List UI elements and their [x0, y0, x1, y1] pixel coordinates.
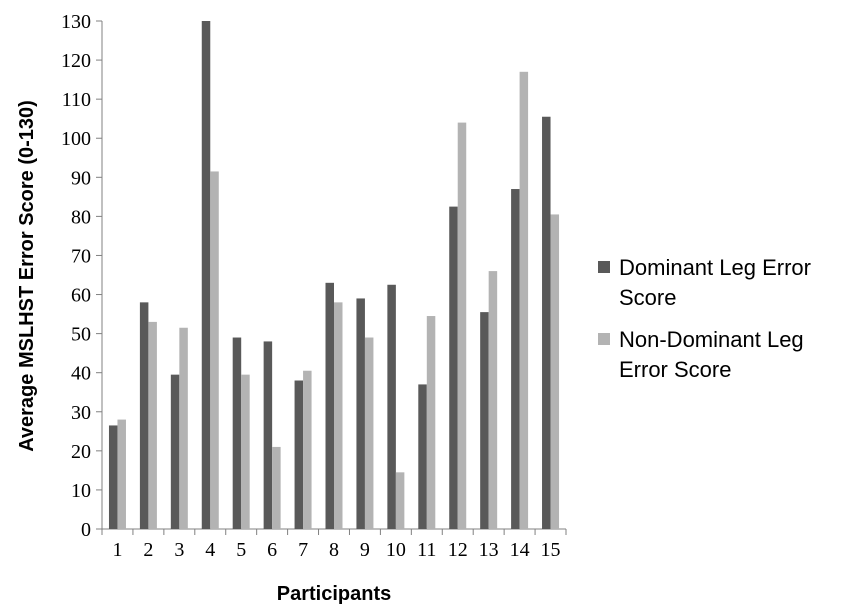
bar-dominant-leg [418, 384, 427, 529]
bar-non-dominant-leg [519, 71, 529, 530]
x-axis: 1 2 3 4 5 6 7 8 9 10 11 12 13 14 15 [101, 528, 567, 561]
y-tick-label: 110 [62, 89, 91, 111]
x-axis-title: Participants [277, 583, 391, 605]
bar-non-dominant-leg [550, 214, 560, 529]
bar-dominant-leg [449, 206, 458, 529]
y-tick-label: 20 [71, 441, 91, 463]
x-tick-label: 5 [236, 539, 246, 561]
y-tick-label: 50 [71, 324, 91, 346]
bar-dominant-leg [542, 116, 551, 529]
bar-non-dominant-leg [303, 370, 312, 529]
x-tick-label: 1 [112, 539, 122, 561]
y-tick-label: 80 [71, 206, 91, 228]
bar-non-dominant-leg [241, 374, 250, 529]
x-tick-label: 15 [541, 539, 561, 561]
bar-dominant-leg [294, 380, 304, 529]
bar-dominant-leg [356, 298, 365, 529]
bar-dominant-leg [170, 374, 180, 529]
bar-non-dominant-leg [395, 472, 405, 529]
legend-swatch [598, 261, 610, 273]
x-tick-label: 6 [267, 539, 277, 561]
bar-dominant-leg [387, 284, 396, 529]
x-tick-label: 2 [143, 539, 153, 561]
legend-swatch [598, 333, 610, 345]
x-tick-label: 12 [448, 539, 468, 561]
bar-dominant-leg [325, 282, 334, 529]
bar-dominant-leg [108, 425, 118, 529]
y-tick-label: 130 [61, 11, 91, 33]
legend-label: Score [619, 285, 676, 310]
bar-non-dominant-leg [334, 302, 343, 529]
bars [108, 21, 560, 530]
y-tick-label: 30 [71, 402, 91, 424]
x-tick-label: 7 [298, 539, 308, 561]
bar-non-dominant-leg [210, 171, 219, 529]
bar-dominant-leg [511, 189, 520, 529]
bar-non-dominant-leg [488, 271, 498, 529]
legend: Dominant Leg Error Score Non-Dominant Leg E… [598, 255, 811, 382]
legend-label: Non-Dominant Leg [619, 327, 804, 352]
bar-dominant-leg [139, 302, 149, 529]
y-tick-label: 40 [71, 363, 91, 385]
x-tick-label: 14 [510, 539, 530, 561]
bar-dominant-leg [232, 337, 242, 529]
bar-non-dominant-leg [179, 327, 188, 529]
x-tick-label: 13 [479, 539, 499, 561]
y-axis: 0 10 20 30 40 50 60 70 80 90 100 110 120 130 [61, 11, 103, 541]
bar-non-dominant-leg [364, 337, 374, 529]
bar-non-dominant-leg [272, 446, 281, 529]
bar-non-dominant-leg [457, 122, 467, 529]
bar-dominant-leg [480, 312, 489, 529]
bar-non-dominant-leg [148, 321, 157, 529]
bar-dominant-leg [263, 341, 273, 529]
x-tick-label: 9 [360, 539, 370, 561]
legend-label: Dominant Leg Error [619, 255, 811, 280]
bar-non-dominant-leg [426, 316, 436, 529]
bar-non-dominant-leg [117, 419, 126, 529]
y-tick-label: 0 [81, 519, 91, 541]
x-tick-label: 3 [174, 539, 184, 561]
x-tick-label: 11 [417, 539, 436, 561]
y-tick-label: 60 [71, 285, 91, 307]
legend-label: Error Score [619, 357, 731, 382]
x-tick-label: 4 [205, 539, 215, 561]
y-tick-label: 70 [71, 245, 91, 267]
y-tick-label: 100 [61, 128, 91, 150]
x-tick-label: 10 [386, 539, 406, 561]
y-axis-title: Average MSLHST Error Score (0-130) [16, 100, 38, 452]
y-tick-label: 90 [71, 167, 91, 189]
bar-dominant-leg [201, 21, 211, 529]
y-tick-label: 10 [71, 480, 91, 502]
y-tick-label: 120 [61, 50, 91, 72]
x-tick-label: 8 [329, 539, 339, 561]
